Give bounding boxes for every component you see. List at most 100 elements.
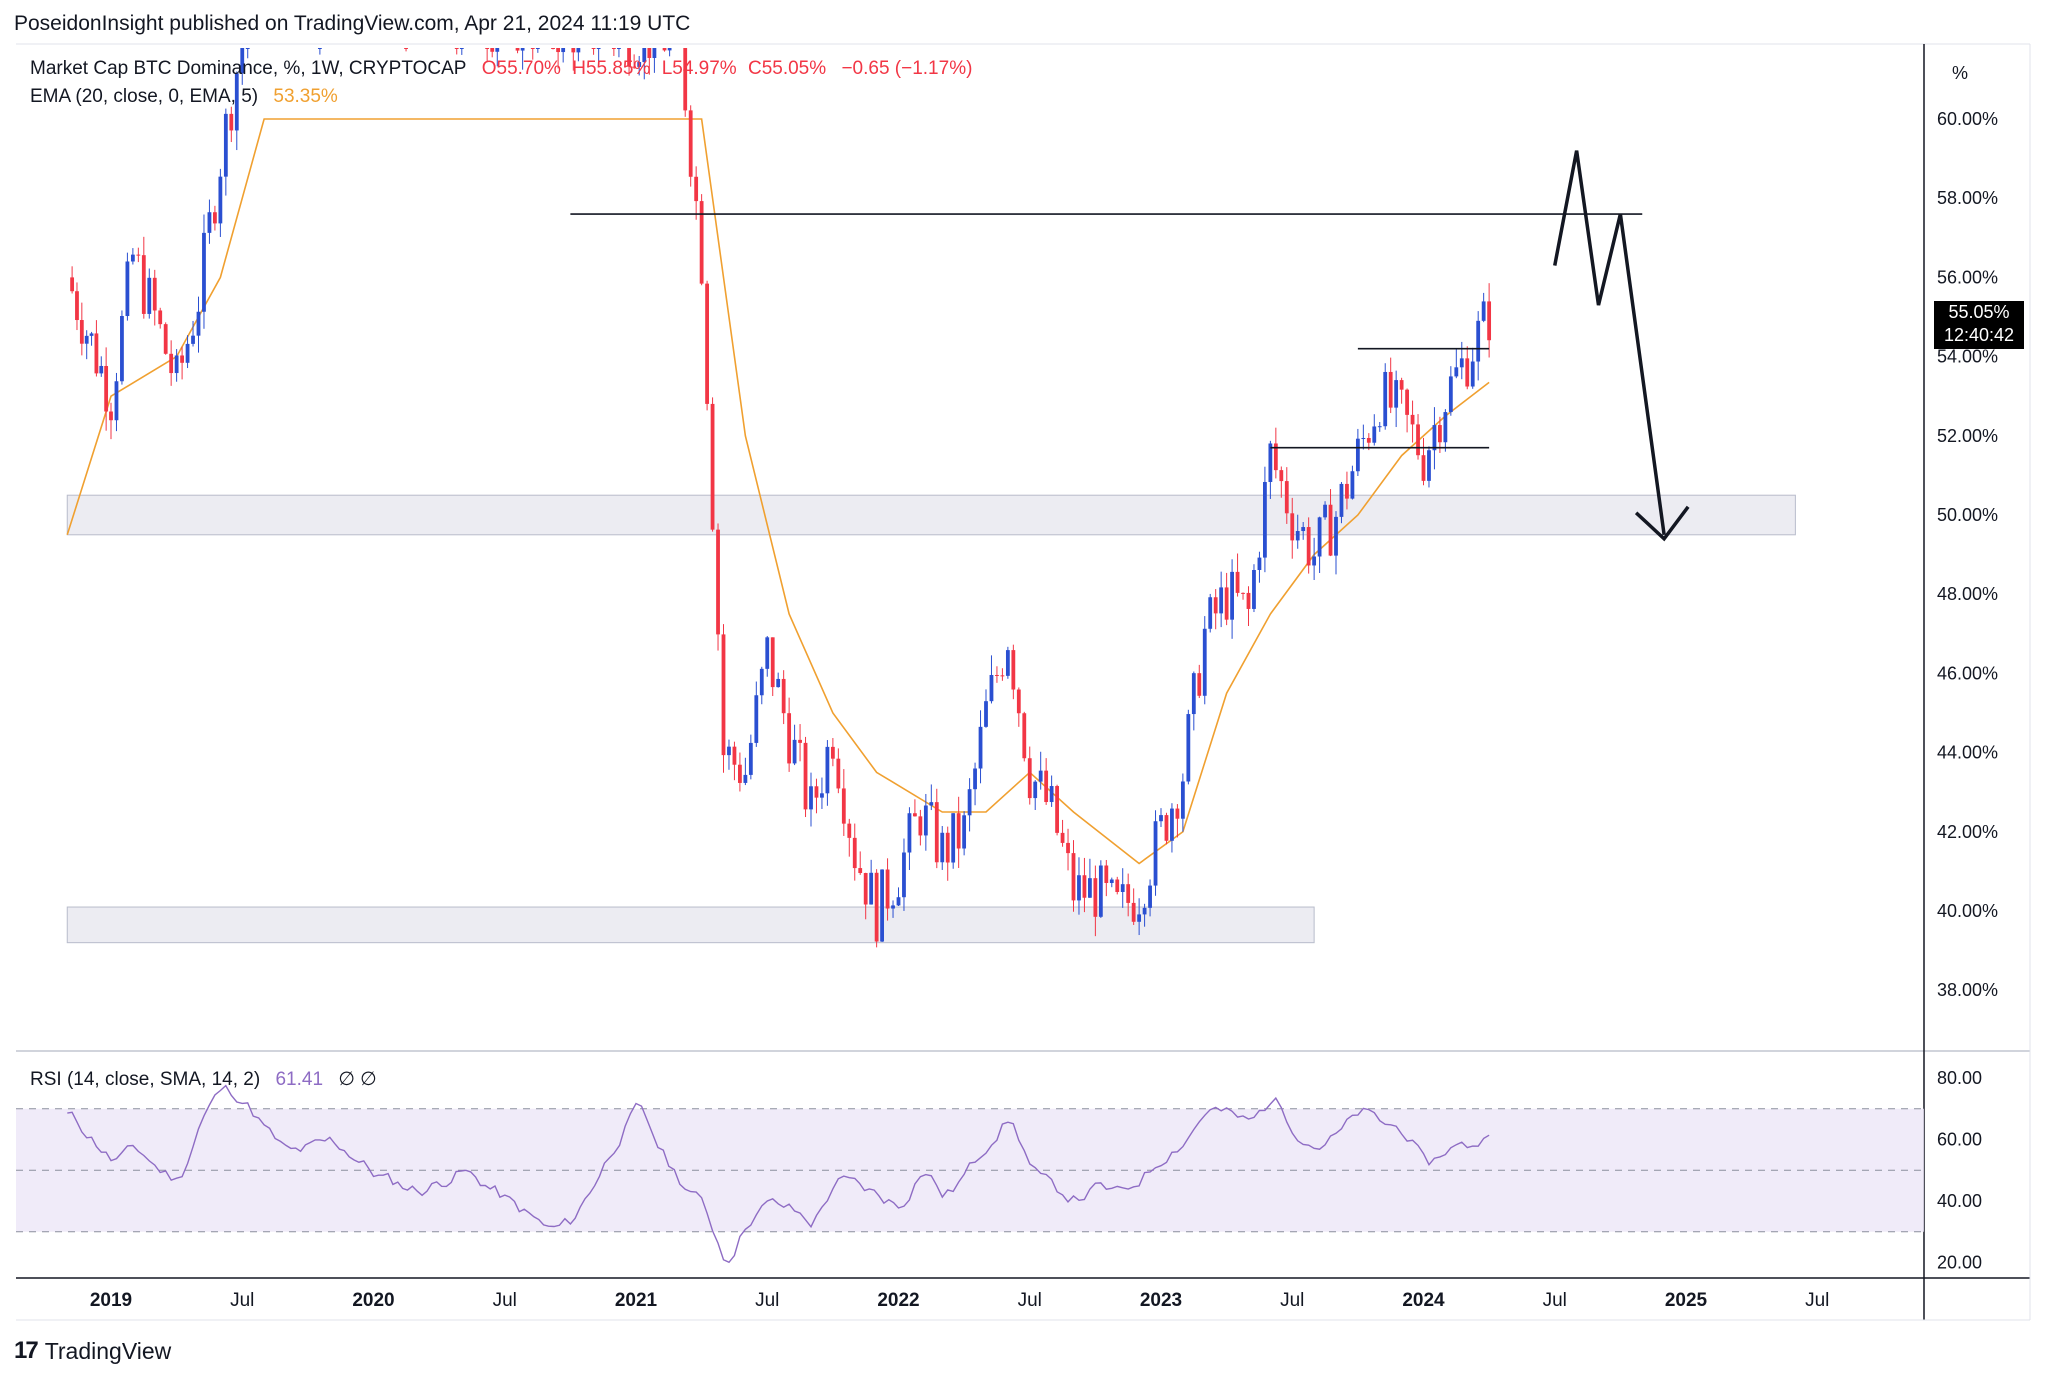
- time-tick-label: 2020: [352, 1290, 394, 1311]
- candle-body: [1197, 673, 1202, 696]
- candle-body: [1361, 437, 1366, 439]
- candle-body: [459, 48, 464, 49]
- candle-body: [945, 832, 950, 863]
- candle-body: [632, 66, 637, 68]
- candle-body: [825, 746, 830, 794]
- candle-body: [1252, 569, 1256, 609]
- candle-body: [880, 869, 884, 942]
- ema-legend-label[interactable]: EMA (20, close, 0, EMA, 5): [30, 86, 259, 107]
- price-scale-labels: 60.00% 58.00% 56.00% 54.00% 52.00% 50.00% 48.0…: [1937, 109, 1998, 1000]
- candle-body: [770, 637, 775, 688]
- candle-body: [1454, 367, 1459, 377]
- candle-body: [647, 48, 652, 58]
- last-price-label: 55.05% 12:40:42: [1934, 301, 2024, 349]
- price-tick-label: 46.00%: [1937, 663, 1998, 683]
- candle-body: [652, 48, 657, 58]
- legend-high: H55.85%: [572, 58, 651, 79]
- candle-body: [180, 355, 184, 363]
- candle-body: [1164, 815, 1169, 841]
- candle-body: [1077, 875, 1081, 901]
- price-tick-label: 38.00%: [1937, 980, 1998, 1000]
- time-tick-label: 2024: [1402, 1290, 1445, 1311]
- time-tick-label: 2025: [1665, 1290, 1708, 1311]
- candle-body: [956, 813, 961, 849]
- candle-body: [1465, 358, 1470, 387]
- candle-body: [1235, 571, 1240, 593]
- rsi-line: [67, 1084, 1490, 1264]
- price-tick-label: 48.00%: [1937, 584, 1998, 604]
- candle-body: [213, 212, 217, 224]
- ema-legend: EMA (20, close, 0, EMA, 5) 53.35%: [30, 86, 348, 108]
- price-tick-label: 56.00%: [1937, 267, 1998, 287]
- candle-body: [1427, 450, 1431, 481]
- time-tick-label: 2022: [877, 1290, 919, 1311]
- candle-body: [1208, 597, 1213, 629]
- candle-body: [962, 815, 967, 849]
- time-tick-label: 2019: [90, 1290, 132, 1311]
- candle-body: [710, 403, 715, 530]
- candle-body: [1459, 358, 1464, 368]
- candle-body: [1295, 531, 1300, 541]
- candle-body: [120, 316, 124, 382]
- candle-body: [158, 310, 163, 325]
- rsi-tick-label: 80.00: [1937, 1068, 1982, 1088]
- candle-body: [732, 746, 737, 765]
- candle-body: [923, 805, 928, 836]
- candle-body: [520, 48, 525, 51]
- candle-body: [940, 832, 945, 863]
- candle-body: [317, 48, 322, 49]
- candle-body: [571, 48, 576, 53]
- horizontal-levels[interactable]: [570, 213, 1643, 449]
- candle-body: [1476, 320, 1481, 362]
- legend-low: L54.97%: [661, 58, 737, 79]
- candle-body: [454, 48, 459, 49]
- candle-body: [683, 48, 688, 111]
- candle-body: [841, 788, 846, 824]
- candle-body: [141, 255, 146, 314]
- candle-body: [716, 529, 720, 635]
- candle-body: [1088, 878, 1092, 898]
- tradingview-logo[interactable]: 17 TradingView: [14, 1337, 171, 1365]
- candle-body: [1241, 592, 1245, 594]
- candle-body: [907, 813, 912, 853]
- candle-body: [1323, 504, 1327, 518]
- rsi-legend-extra: ∅ ∅: [338, 1069, 377, 1090]
- candle-body: [1016, 689, 1021, 714]
- candle-body: [611, 48, 616, 49]
- candle-body: [1060, 832, 1065, 843]
- candle-body: [1170, 808, 1174, 841]
- price-scale-unit[interactable]: %: [1952, 62, 1969, 83]
- price-tick-label: 52.00%: [1937, 426, 1998, 446]
- candle-body: [191, 335, 195, 344]
- rsi-legend-label[interactable]: RSI (14, close, SMA, 14, 2): [30, 1069, 261, 1090]
- candle-body: [1022, 713, 1027, 759]
- candle-body: [1109, 879, 1114, 883]
- projection-drawing[interactable]: [1553, 150, 1690, 542]
- candle-body: [515, 48, 520, 51]
- candle-body: [809, 786, 813, 810]
- candle-body: [748, 742, 753, 775]
- candle-body: [94, 333, 99, 374]
- candle-body: [776, 678, 781, 688]
- time-tick-label: Jul: [1543, 1290, 1567, 1311]
- publish-header: PoseidonInsight published on TradingView…: [14, 12, 691, 35]
- projection-arrowhead: [1634, 505, 1690, 542]
- tradingview-logo-icon: 17: [14, 1337, 39, 1364]
- candle-body: [858, 868, 863, 874]
- candle-body: [627, 48, 631, 67]
- candle-body: [485, 48, 490, 49]
- candle-body: [1033, 781, 1038, 799]
- rsi-tick-label: 40.00: [1937, 1191, 1982, 1211]
- support-zone: [66, 494, 1796, 536]
- candle-body: [973, 768, 977, 790]
- candle-body: [798, 739, 802, 743]
- candle-body: [1448, 376, 1453, 413]
- candle-body: [836, 758, 841, 789]
- candle-body: [1126, 884, 1131, 903]
- time-tick-label: Jul: [493, 1290, 517, 1311]
- candle-body: [814, 786, 819, 798]
- legend-symbol[interactable]: Market Cap BTC Dominance, %, 1W, CRYPTOC…: [30, 58, 467, 79]
- rsi-scale-labels: 80.00 60.00 40.00 20.00: [1937, 1068, 1982, 1273]
- candle-body: [147, 277, 152, 314]
